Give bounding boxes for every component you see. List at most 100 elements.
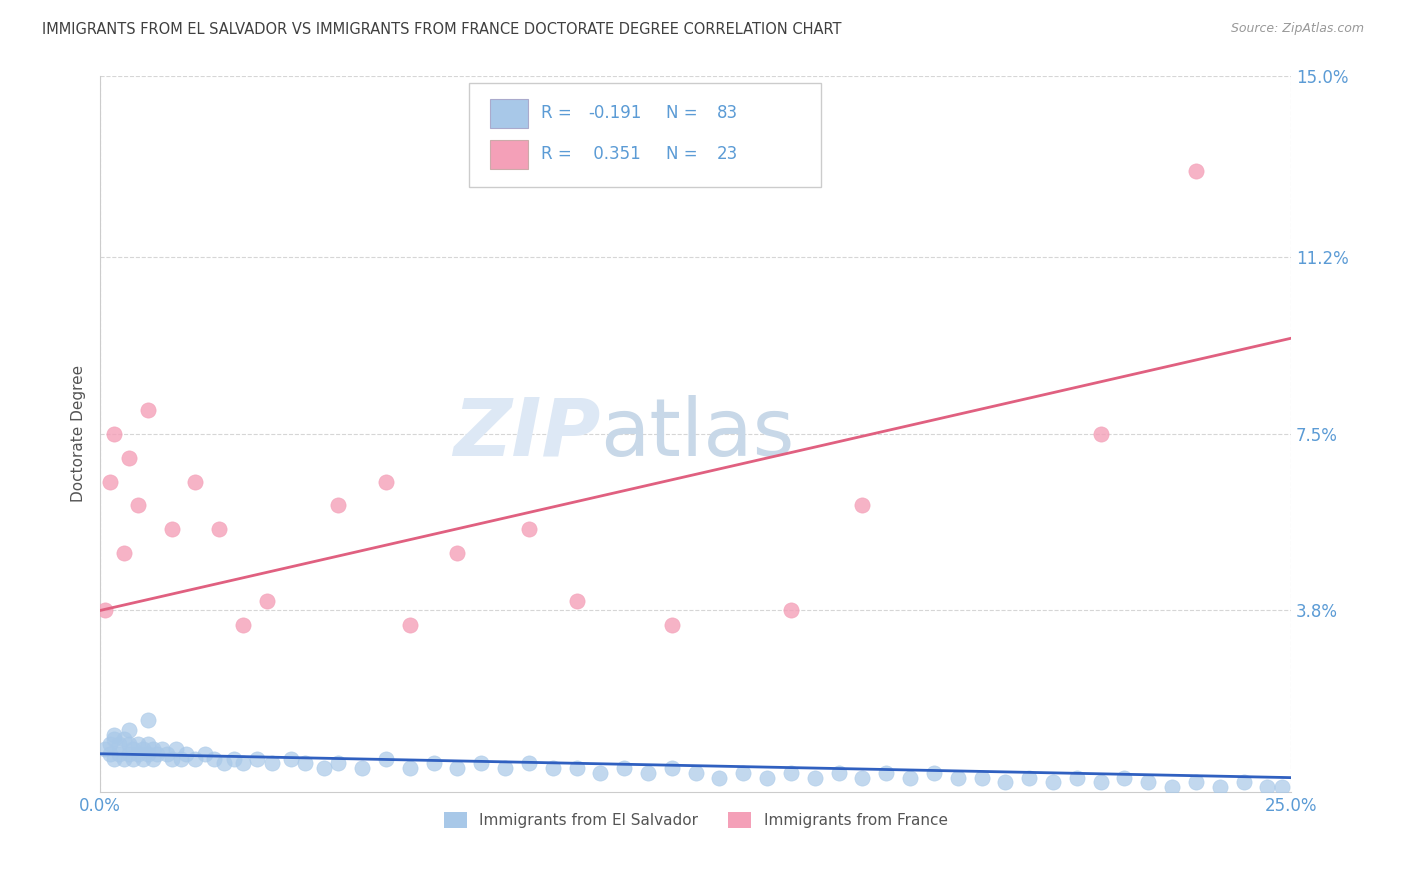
Point — [232, 756, 254, 771]
Point — [470, 756, 492, 771]
Point — [103, 728, 125, 742]
Point — [170, 751, 193, 765]
Point — [146, 747, 169, 761]
Point — [194, 747, 217, 761]
Point — [280, 751, 302, 765]
Text: ZIP: ZIP — [453, 395, 600, 473]
Point — [1232, 775, 1254, 789]
Point — [118, 450, 141, 465]
Point — [898, 771, 921, 785]
Point — [375, 751, 398, 765]
Point — [637, 765, 659, 780]
Point — [922, 765, 945, 780]
Point — [184, 475, 207, 489]
Point — [165, 742, 187, 756]
Point — [780, 765, 803, 780]
Point — [517, 522, 540, 536]
Point — [94, 742, 117, 756]
Point — [446, 546, 468, 560]
Point — [160, 522, 183, 536]
Point — [184, 751, 207, 765]
Point — [851, 499, 873, 513]
Point — [541, 761, 564, 775]
Point — [118, 723, 141, 737]
Point — [127, 499, 149, 513]
Point — [1185, 775, 1208, 789]
Point — [352, 761, 374, 775]
Point — [256, 594, 278, 608]
Point — [112, 751, 135, 765]
Point — [851, 771, 873, 785]
Point — [98, 475, 121, 489]
Legend: Immigrants from El Salvador, Immigrants from France: Immigrants from El Salvador, Immigrants … — [437, 806, 953, 835]
Point — [1161, 780, 1184, 794]
Point — [661, 617, 683, 632]
Point — [246, 751, 269, 765]
Point — [756, 771, 779, 785]
Point — [156, 747, 179, 761]
Point — [260, 756, 283, 771]
Point — [122, 742, 145, 756]
Point — [98, 737, 121, 751]
Point — [875, 765, 897, 780]
Point — [970, 771, 993, 785]
Point — [803, 771, 825, 785]
Point — [565, 761, 588, 775]
Point — [222, 751, 245, 765]
Point — [118, 737, 141, 751]
Point — [422, 756, 444, 771]
Point — [312, 761, 335, 775]
Point — [112, 732, 135, 747]
Text: 83: 83 — [717, 104, 738, 122]
Point — [136, 714, 159, 728]
Text: atlas: atlas — [600, 395, 794, 473]
Text: -0.191: -0.191 — [589, 104, 643, 122]
Point — [94, 603, 117, 617]
Point — [141, 742, 163, 756]
Point — [127, 737, 149, 751]
Point — [1042, 775, 1064, 789]
Text: R =: R = — [541, 145, 576, 163]
Point — [589, 765, 612, 780]
Point — [565, 594, 588, 608]
Point — [208, 522, 231, 536]
Point — [174, 747, 197, 761]
Point — [328, 756, 350, 771]
Point — [733, 765, 755, 780]
Point — [1114, 771, 1136, 785]
Point — [827, 765, 849, 780]
Text: Source: ZipAtlas.com: Source: ZipAtlas.com — [1230, 22, 1364, 36]
Point — [613, 761, 636, 775]
Text: 23: 23 — [717, 145, 738, 163]
FancyBboxPatch shape — [489, 99, 527, 128]
Point — [517, 756, 540, 771]
Point — [398, 761, 420, 775]
Point — [103, 751, 125, 765]
Point — [122, 751, 145, 765]
Text: N =: N = — [666, 104, 703, 122]
Text: 0.351: 0.351 — [589, 145, 641, 163]
Point — [780, 603, 803, 617]
Point — [212, 756, 235, 771]
Point — [375, 475, 398, 489]
Point — [150, 742, 173, 756]
Point — [494, 761, 516, 775]
Point — [141, 751, 163, 765]
Point — [204, 751, 226, 765]
Point — [1066, 771, 1088, 785]
Point — [1137, 775, 1160, 789]
Point — [1185, 164, 1208, 178]
Point — [1271, 780, 1294, 794]
Point — [1090, 426, 1112, 441]
Point — [103, 732, 125, 747]
Point — [1090, 775, 1112, 789]
Point — [112, 546, 135, 560]
Y-axis label: Doctorate Degree: Doctorate Degree — [72, 365, 86, 502]
Point — [1209, 780, 1232, 794]
Point — [103, 426, 125, 441]
Text: N =: N = — [666, 145, 703, 163]
Point — [685, 765, 707, 780]
Point — [294, 756, 316, 771]
Point — [1018, 771, 1040, 785]
FancyBboxPatch shape — [489, 140, 527, 169]
